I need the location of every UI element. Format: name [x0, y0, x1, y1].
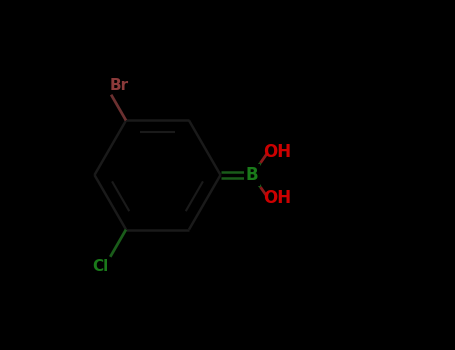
- Text: B: B: [246, 166, 258, 184]
- Text: OH: OH: [263, 189, 291, 207]
- Text: OH: OH: [263, 143, 291, 161]
- Text: Br: Br: [109, 78, 128, 93]
- Text: Cl: Cl: [92, 259, 108, 274]
